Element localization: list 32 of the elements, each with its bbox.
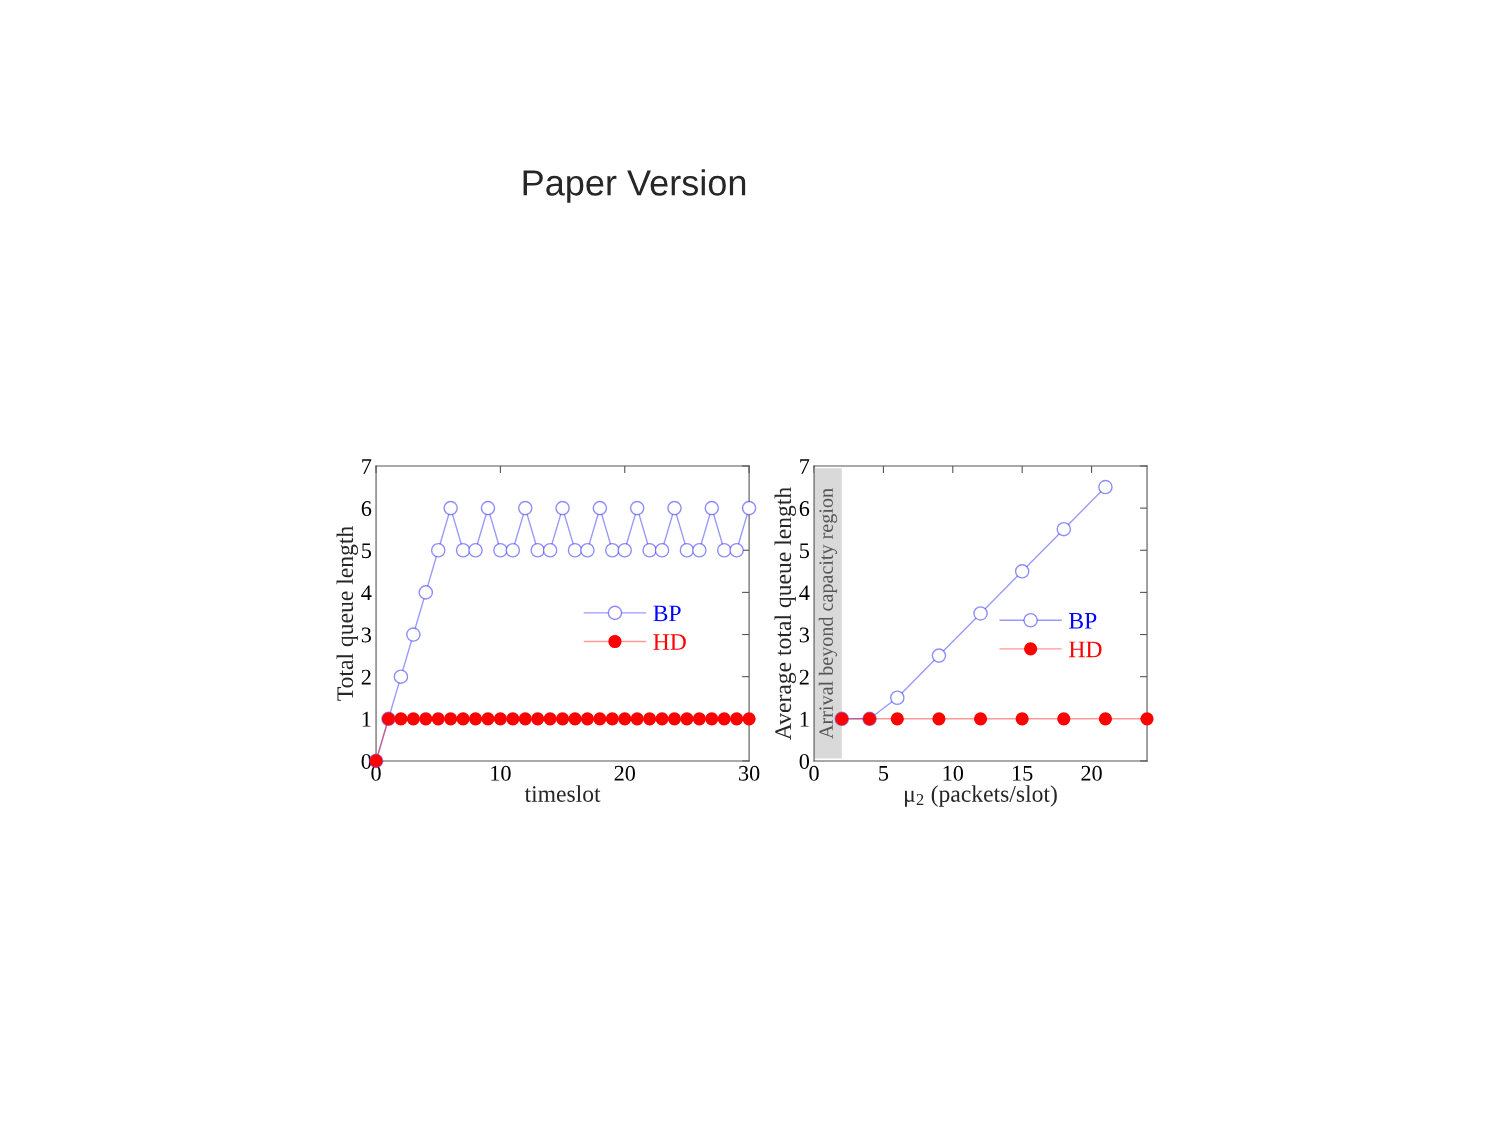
y-tick-label: 2 [361,669,371,685]
x-tick-label: 30 [739,765,760,781]
y-tick-label: 0 [799,753,810,769]
y-tick-label: 2 [799,669,809,685]
y-tick-label: 3 [361,627,372,643]
x-tick-label: 20 [1081,765,1102,781]
y-tick-label: 7 [800,459,810,474]
x-tick-label: 5 [879,765,889,781]
y-tick-label: 5 [362,543,372,559]
y-tick-label: 3 [799,627,810,643]
y-tick-label: 4 [799,585,810,601]
legend-label: HD [653,634,686,650]
y-tick-label: 1 [362,711,371,727]
chart-title: Paper Version [523,169,746,203]
band-label: Arrival beyond capacity region [818,488,838,739]
y-tick-label: 1 [800,711,809,727]
legend-label: HD [1069,641,1102,658]
legend-label: BP [1069,613,1097,629]
y-tick-label: 6 [361,501,372,517]
x-tick-label: 10 [491,765,511,781]
y-tick-label: 7 [362,459,372,474]
x-tick-label: 10 [943,765,964,781]
x-tick-label: 20 [614,765,636,781]
y-axis-title: Average total queue length [774,487,796,740]
y-tick-label: 6 [799,501,810,517]
x-axis-title: μ$_{2}$ (packets/slot) [905,785,1057,807]
y-tick-label: 5 [800,543,810,559]
y-axis-title: Total queue length [336,526,358,701]
x-tick-label: 15 [1013,765,1033,781]
legend-label: BP [653,605,681,622]
y-tick-label: 4 [361,585,372,601]
x-axis-title: timeslot [524,785,601,802]
